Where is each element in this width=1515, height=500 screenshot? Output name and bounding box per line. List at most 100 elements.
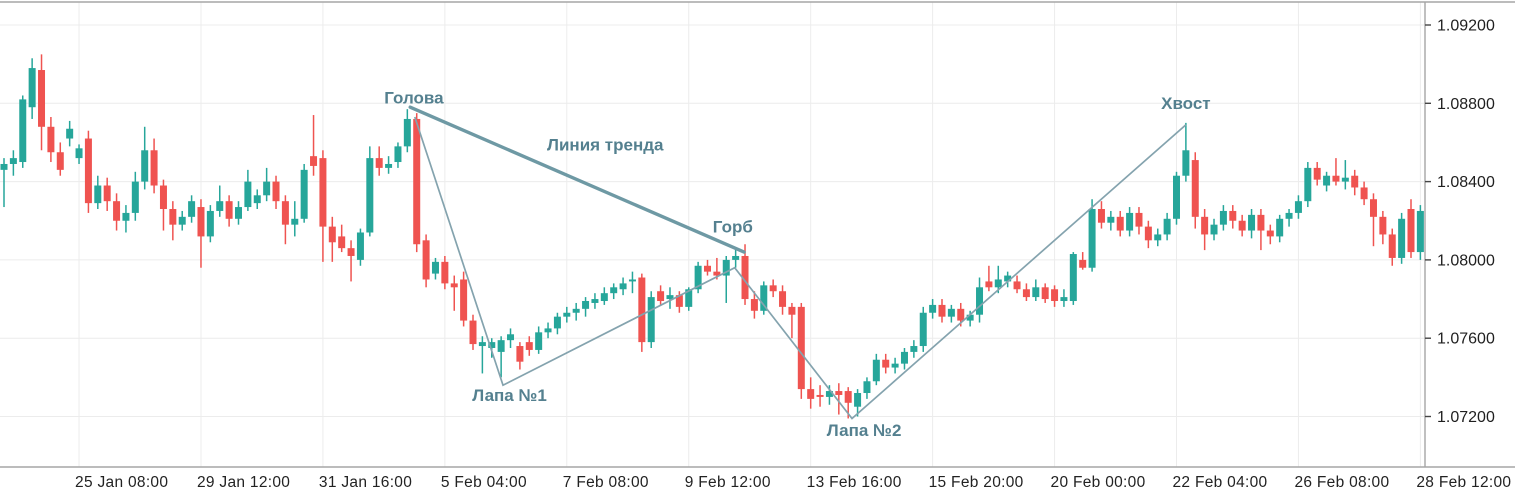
candle <box>319 150 327 262</box>
candle <box>1276 214 1284 243</box>
y-axis-label: 1.09200 <box>1437 18 1495 35</box>
y-axis-label: 1.08000 <box>1437 252 1495 269</box>
candle <box>516 342 524 370</box>
candle <box>122 205 130 233</box>
candle <box>0 158 8 208</box>
candle <box>835 383 843 415</box>
candle <box>206 205 214 243</box>
candle <box>1266 224 1274 245</box>
candle <box>235 201 242 225</box>
x-axis-label: 22 Feb 04:00 <box>1173 474 1268 491</box>
candle <box>872 353 880 386</box>
candle <box>1135 207 1143 235</box>
candle <box>1351 169 1359 196</box>
candle <box>9 150 17 176</box>
candle <box>488 338 496 358</box>
time-axis: 25 Jan 08:00 29 Jan 12:00 31 Jan 16:00 5 Fe… <box>75 474 1511 491</box>
candle <box>525 336 533 356</box>
candle <box>1360 181 1368 206</box>
candle <box>1304 162 1312 208</box>
candle <box>263 167 271 202</box>
candle <box>1163 212 1171 241</box>
candle <box>854 389 862 417</box>
x-axis-label: 25 Jan 08:00 <box>75 474 168 491</box>
candle <box>113 193 121 231</box>
candle <box>56 142 64 176</box>
candle <box>460 271 468 327</box>
candle <box>1022 283 1030 302</box>
x-axis-label: 15 Feb 20:00 <box>929 474 1024 491</box>
candle <box>732 248 740 268</box>
candle <box>169 201 177 241</box>
x-axis-label: 26 Feb 08:00 <box>1294 474 1389 491</box>
annotation-khvost: Хвост <box>1161 94 1211 113</box>
trend-line <box>408 105 746 254</box>
candle <box>253 189 261 210</box>
candle <box>797 302 805 399</box>
zigzag-pattern-line <box>413 116 1187 420</box>
candle <box>1173 171 1180 225</box>
candle <box>1041 283 1049 303</box>
candle <box>131 171 139 221</box>
candle <box>779 285 787 315</box>
candle <box>431 257 439 280</box>
candle <box>910 340 918 358</box>
candle <box>882 353 890 374</box>
candle <box>1032 279 1040 302</box>
x-axis-label: 9 Feb 12:00 <box>685 474 771 491</box>
candle <box>19 95 27 168</box>
candle <box>328 216 336 262</box>
candle <box>478 336 486 374</box>
candle <box>704 259 711 276</box>
candle <box>1004 271 1012 288</box>
candle <box>347 240 355 282</box>
candle <box>507 328 515 348</box>
candle <box>553 312 561 335</box>
x-axis-label: 31 Jan 16:00 <box>319 474 412 491</box>
candle <box>657 285 665 305</box>
annotation-golova: Голова <box>384 88 444 107</box>
candle <box>760 281 768 315</box>
candle <box>788 302 796 339</box>
candle <box>694 261 702 294</box>
candle <box>1154 228 1162 247</box>
candle <box>1219 205 1227 231</box>
candle <box>497 336 505 378</box>
pattern-lines <box>408 105 1187 420</box>
candle <box>338 224 346 253</box>
y-axis-label: 1.08400 <box>1437 174 1495 191</box>
candle <box>1107 210 1115 231</box>
candle <box>929 299 937 319</box>
candle <box>356 228 364 266</box>
candle <box>610 283 618 300</box>
candle <box>750 291 758 319</box>
candle <box>1060 289 1068 307</box>
candle <box>1126 207 1134 237</box>
x-axis-label: 28 Feb 12:00 <box>1416 474 1511 491</box>
candle <box>769 279 777 298</box>
candle <box>1069 252 1077 305</box>
candle <box>38 54 46 151</box>
candle <box>891 357 899 374</box>
candle <box>197 199 205 268</box>
candle <box>159 179 167 231</box>
candle <box>272 175 280 210</box>
x-axis-label: 13 Feb 16:00 <box>807 474 902 491</box>
candle <box>863 377 871 399</box>
candle <box>66 120 74 147</box>
candle <box>647 291 655 348</box>
candle <box>75 144 83 164</box>
candle <box>422 234 430 288</box>
candles-layer <box>0 54 1424 419</box>
candle <box>572 302 580 321</box>
candle <box>385 156 393 174</box>
annotations-layer: Голова Линия тренда Горб Лапа №1 Лапа №2… <box>384 88 1210 440</box>
candle <box>1051 285 1059 307</box>
annotation-lapa-1: Лапа №1 <box>472 386 547 405</box>
x-axis-label: 29 Jan 12:00 <box>197 474 290 491</box>
candle <box>1257 209 1265 251</box>
candle <box>216 185 224 217</box>
candle <box>469 314 477 350</box>
